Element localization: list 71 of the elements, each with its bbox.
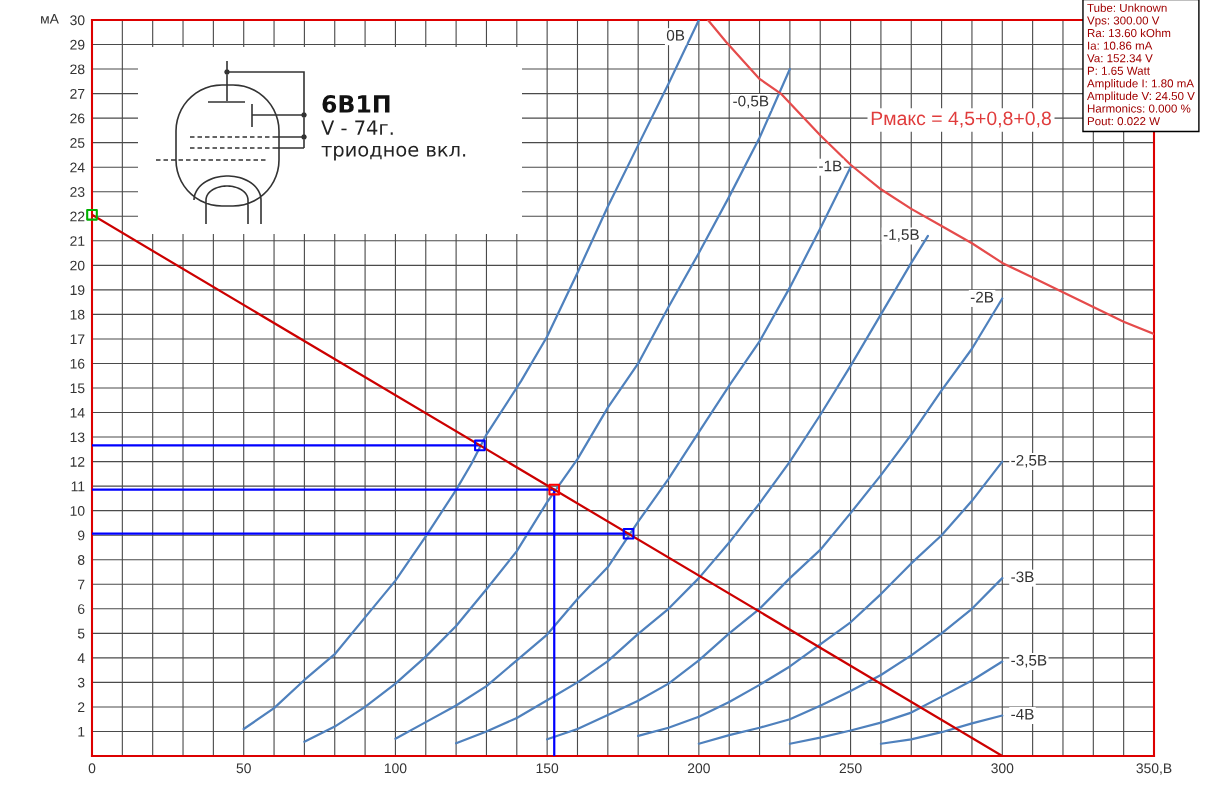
annotation: P: 1.65 Watt: [1087, 66, 1150, 75]
annotation: Рмакс = 4,5+0,8+0,8: [871, 111, 1051, 128]
x-tick-label: 200: [687, 763, 710, 774]
series-label: -1,5В: [883, 229, 919, 242]
y-tick-label: 27: [70, 88, 85, 99]
series-label: -2В: [970, 291, 994, 303]
y-tick-label: 7: [78, 579, 85, 590]
text: Tube: Unknown: [1087, 3, 1167, 12]
x-tick-label: 0: [88, 763, 96, 774]
y-tick-label: 17: [70, 334, 85, 344]
series-label: -4В: [1011, 708, 1034, 720]
y-tick-label: 12: [70, 456, 85, 467]
y-tick-label: 9: [77, 530, 85, 541]
y-tick-label: 1: [78, 726, 85, 737]
y-tick-label: 3: [77, 677, 85, 688]
y-tick-label: 26: [70, 113, 85, 124]
text: V - 74г. триодное вкл.: [321, 120, 466, 161]
annotation: Va: 152.34 V: [1087, 54, 1153, 63]
y-tick-label: 29: [70, 39, 85, 50]
annotation: Ia: 10.86 mA: [1088, 41, 1153, 50]
x-tick-label: 300: [991, 763, 1014, 774]
text: 6В1П: [322, 95, 390, 113]
y-tick-label: 4: [77, 653, 85, 663]
y-tick-label: 18: [70, 309, 85, 320]
line-series: [242, 20, 700, 731]
point: [474, 439, 486, 452]
y-axis-title: мА: [41, 14, 59, 24]
y-tick-label: 14: [70, 408, 85, 418]
y-tick-label: 13: [70, 432, 85, 443]
annotation: Amplitude I: 1.80 mA: [1087, 79, 1194, 90]
point: [622, 527, 635, 540]
annotation: Pout: 0.022 W: [1087, 117, 1161, 126]
x-tick-label: 100: [384, 763, 407, 774]
series-label: -1В: [819, 160, 842, 172]
line-series: [788, 660, 1004, 745]
annotation: Ra: 13.60 kOhm: [1087, 28, 1171, 38]
y-tick-label: 23: [70, 187, 85, 197]
series-label: 0В: [666, 29, 685, 41]
y-tick-label: 30: [70, 15, 85, 26]
series-label: -2,5В: [1011, 454, 1047, 468]
y-tick-label: 22: [70, 211, 85, 222]
y-tick-label: 6: [78, 604, 85, 614]
y-tick-label: 19: [70, 285, 85, 296]
x-tick-label: 250: [839, 763, 862, 774]
line-series: [303, 67, 791, 743]
y-tick-label: 21: [70, 236, 85, 246]
annotation: Amplitude V: 24.50 V: [1087, 91, 1195, 103]
y-tick-label: 25: [70, 138, 85, 148]
annotation: Harmonics: 0.000 %: [1087, 104, 1191, 113]
line-series: [637, 460, 1004, 737]
series-label: -3В: [1011, 571, 1034, 583]
x-tick-label: 150: [536, 763, 559, 774]
y-tick-label: 16: [70, 358, 85, 369]
line-series: [879, 714, 1004, 745]
y-tick-label: 20: [70, 260, 85, 271]
y-tick-label: 2: [78, 702, 85, 712]
y-tick-label: 28: [70, 64, 85, 75]
series-label: -0,5В: [733, 95, 769, 109]
line-series: [697, 577, 1004, 745]
y-tick-label: 15: [70, 383, 85, 394]
series-label: -3,5В: [1011, 654, 1047, 668]
y-tick-label: 5: [77, 628, 85, 639]
y-tick-label: 10: [70, 506, 85, 516]
x-tick-label: 350,В: [1136, 763, 1172, 775]
annotation: Vps: 300.00 V: [1087, 16, 1160, 27]
y-tick-label: 8: [77, 555, 85, 565]
x-tick-label: 50: [236, 763, 251, 774]
point: [86, 208, 98, 221]
y-tick-label: 24: [70, 162, 85, 173]
point: [548, 483, 561, 496]
y-tick-label: 11: [71, 481, 85, 492]
